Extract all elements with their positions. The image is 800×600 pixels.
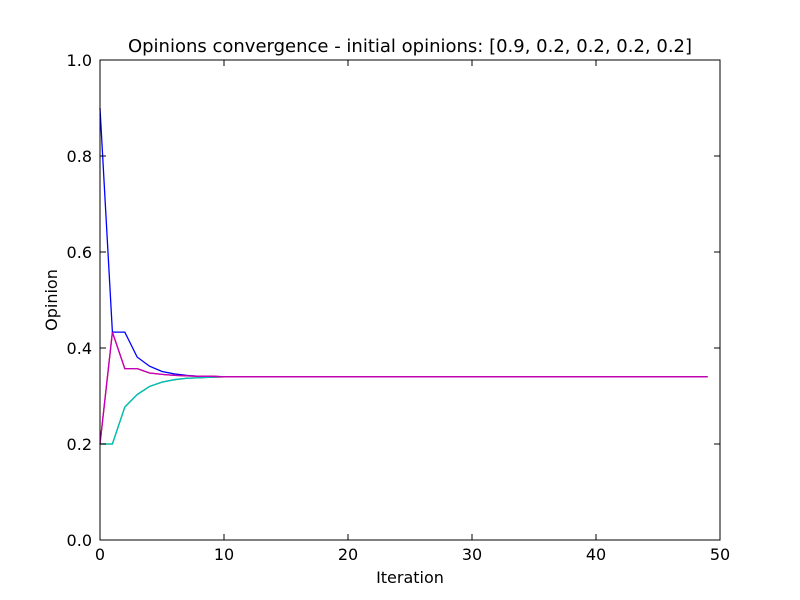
series-layer <box>99 107 708 445</box>
x-tick-label: 30 <box>462 545 482 564</box>
series-line-5 <box>99 331 708 445</box>
x-tick-label: 0 <box>95 545 105 564</box>
chart-title: Opinions convergence - initial opinions:… <box>128 36 692 57</box>
plot-frame <box>99 59 721 541</box>
y-tick-label: 0.2 <box>67 435 92 454</box>
x-tick-label: 20 <box>338 545 358 564</box>
y-tick-label: 1.0 <box>67 51 92 70</box>
x-tick-label: 50 <box>710 545 730 564</box>
ticks-layer: 0 10 20 30 40 50 0.0 0.2 0.4 0.6 0.8 1.0 <box>67 51 731 564</box>
x-tick-label: 10 <box>214 545 234 564</box>
y-tick-label: 0.4 <box>67 339 92 358</box>
y-tick-label: 0.8 <box>67 147 92 166</box>
y-tick-label: 0.0 <box>67 531 92 550</box>
x-tick-label: 40 <box>586 545 606 564</box>
y-axis-label: Opinion <box>42 269 61 331</box>
y-tick-label: 0.6 <box>67 243 92 262</box>
x-axis-label: Iteration <box>376 568 444 587</box>
